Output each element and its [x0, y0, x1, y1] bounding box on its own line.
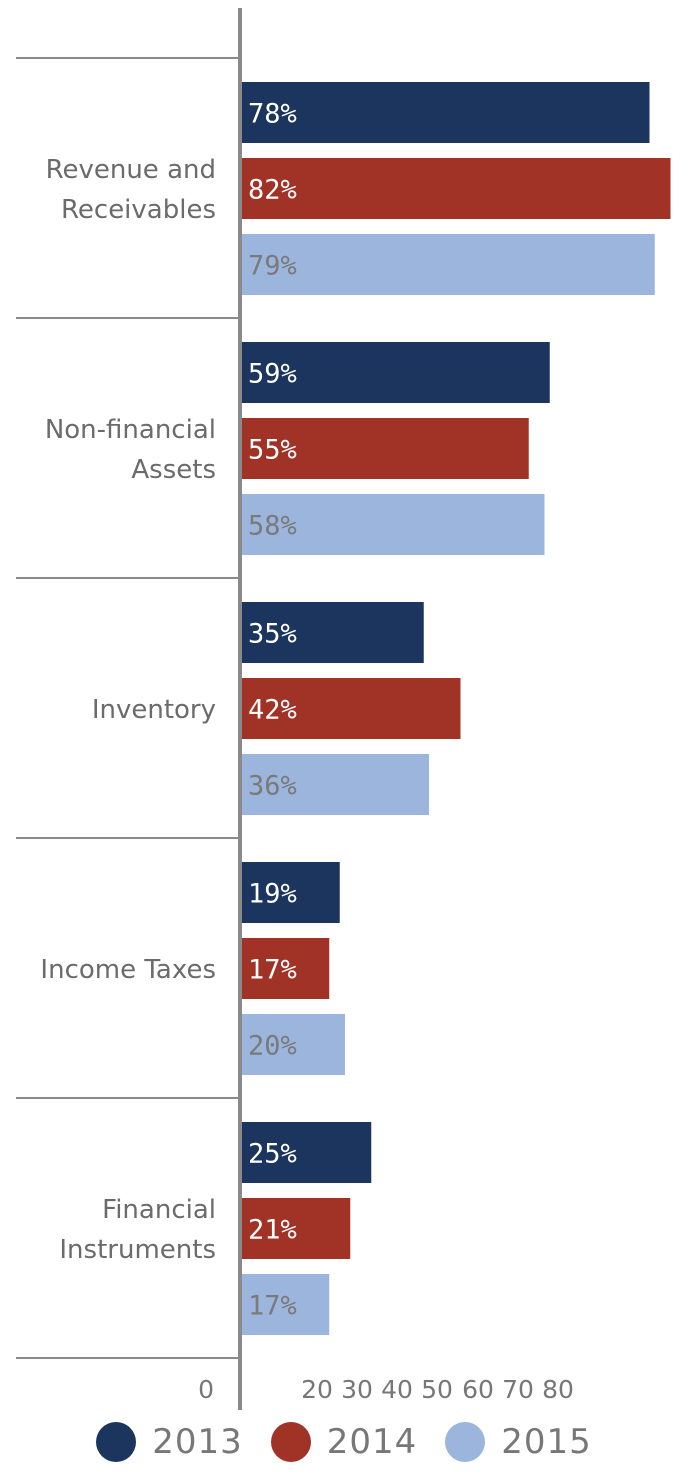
- data-label: 59%: [248, 359, 297, 390]
- data-label: 82%: [248, 175, 297, 206]
- x-tick-label: 70: [502, 1375, 534, 1404]
- data-label: 55%: [248, 435, 297, 466]
- category-label: Income Taxes: [40, 955, 216, 985]
- bar-2015: [240, 234, 655, 295]
- bar-2014: [240, 418, 529, 479]
- bar-2013: [240, 82, 650, 143]
- data-label: 20%: [248, 1031, 297, 1062]
- legend: 2013 2014 2015: [0, 1412, 688, 1472]
- category-label-line: Inventory: [92, 695, 216, 725]
- legend-item-2014: 2014: [270, 1422, 418, 1462]
- legend-label: 2013: [152, 1422, 243, 1462]
- bar-2014: [240, 938, 330, 999]
- bar-2013: [240, 862, 340, 923]
- x-tick-label: 20: [301, 1375, 333, 1404]
- category-label-line: Income Taxes: [40, 955, 216, 985]
- category-label-line: Financial: [102, 1195, 216, 1225]
- data-label: 17%: [248, 955, 297, 986]
- x-tick-label: 0: [198, 1375, 214, 1404]
- data-label: 21%: [248, 1215, 297, 1246]
- legend-swatch: [270, 1422, 311, 1462]
- data-label: 35%: [248, 619, 297, 650]
- data-label: 17%: [248, 1291, 297, 1322]
- category-label-line: Assets: [131, 455, 216, 485]
- bar-2013: [240, 342, 550, 403]
- legend-label: 2014: [326, 1422, 418, 1462]
- bar-2015: [240, 1014, 345, 1075]
- x-tick-label: 50: [421, 1375, 453, 1404]
- legend-swatch: [96, 1422, 137, 1462]
- bar-2014: [240, 158, 671, 219]
- x-tick-label: 40: [381, 1375, 413, 1404]
- bar-2013: [240, 1122, 372, 1183]
- bar-chart-svg: Revenue and Receivables 78% 82% 79% Non-finan…: [16, 8, 671, 1410]
- data-label: 36%: [248, 771, 297, 802]
- category-label: Financial Instruments: [59, 1195, 216, 1265]
- x-tick-label: 60: [462, 1375, 494, 1404]
- data-label: 79%: [248, 251, 297, 282]
- bar-2013: [240, 602, 424, 663]
- category-label-line: Non-financial: [45, 415, 216, 445]
- bar-2014: [240, 1198, 351, 1259]
- x-tick-label: 30: [341, 1375, 373, 1404]
- legend-item-2013: 2013: [96, 1422, 243, 1462]
- bar-2015: [240, 1274, 330, 1335]
- bar-2015: [240, 754, 429, 815]
- data-label: 78%: [248, 99, 297, 130]
- category-label: Inventory: [92, 695, 216, 725]
- legend-label: 2015: [501, 1422, 592, 1462]
- category-label: Revenue and Receivables: [46, 155, 216, 225]
- category-label-line: Instruments: [59, 1235, 216, 1265]
- x-tick-label: 80: [542, 1375, 574, 1404]
- bar-2015: [240, 494, 545, 555]
- data-label: 58%: [248, 511, 297, 542]
- data-label: 25%: [248, 1139, 297, 1170]
- data-label: 42%: [248, 695, 297, 726]
- category-label-line: Receivables: [61, 195, 216, 225]
- category-label: Non-financial Assets: [45, 415, 216, 485]
- legend-item-2015: 2015: [445, 1422, 592, 1462]
- legend-swatch: [445, 1422, 486, 1462]
- data-label: 19%: [248, 879, 297, 910]
- category-label-line: Revenue and: [46, 155, 216, 185]
- bar-2014: [240, 678, 461, 739]
